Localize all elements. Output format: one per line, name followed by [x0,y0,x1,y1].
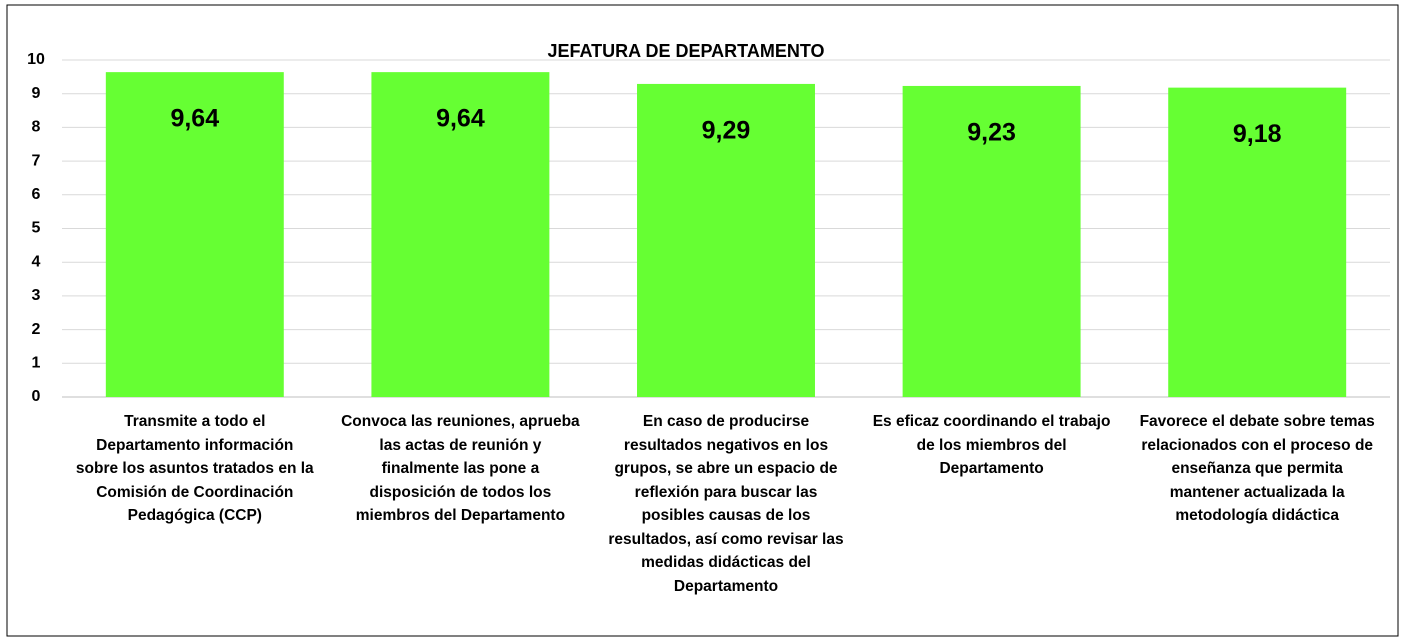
y-tick-label: 1 [32,355,41,372]
y-tick-label: 4 [32,253,41,270]
data-label: 9,18 [1233,120,1282,148]
data-label: 9,64 [170,105,219,133]
x-tick-label: En caso de producirse resultados negativ… [608,413,844,595]
y-tick-label: 9 [32,85,41,102]
y-tick-label: 0 [32,388,41,405]
y-tick-label: 6 [32,186,41,203]
bar [371,72,550,398]
y-tick-label: 10 [27,51,45,68]
y-tick-label: 8 [32,119,41,136]
y-tick-label: 3 [32,287,41,304]
data-label: 9,23 [967,119,1016,147]
chart-title: JEFATURA DE DEPARTAMENTO [547,41,824,61]
x-tick-label: Favorece el debate sobre temas relaciona… [1139,413,1375,524]
x-tick-label: Es eficaz coordinando el trabajo de los … [872,413,1111,477]
bar [902,85,1081,397]
bar [1168,87,1347,397]
x-tick-label: Transmite a todo el Departamento informa… [75,413,314,524]
chart-border [6,4,1399,637]
bar [637,83,815,397]
y-tick-label: 2 [32,321,41,338]
data-label: 9,29 [702,117,751,145]
x-tick-label: Convoca las reuniones, aprueba las actas… [341,413,580,524]
y-tick-label: 7 [32,152,41,169]
data-label: 9,64 [436,105,485,133]
y-tick-label: 5 [32,220,41,237]
bar [105,72,284,398]
